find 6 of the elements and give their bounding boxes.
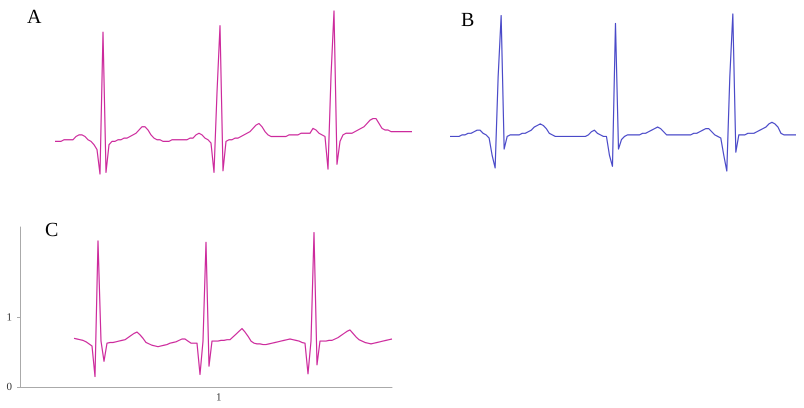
- line-series: [73, 232, 393, 378]
- chart-title: C: [45, 219, 58, 241]
- chart-title: A: [27, 6, 42, 28]
- y-tick-label: 0: [6, 381, 12, 393]
- chart-title: B: [461, 9, 474, 31]
- text: 1: [216, 392, 222, 404]
